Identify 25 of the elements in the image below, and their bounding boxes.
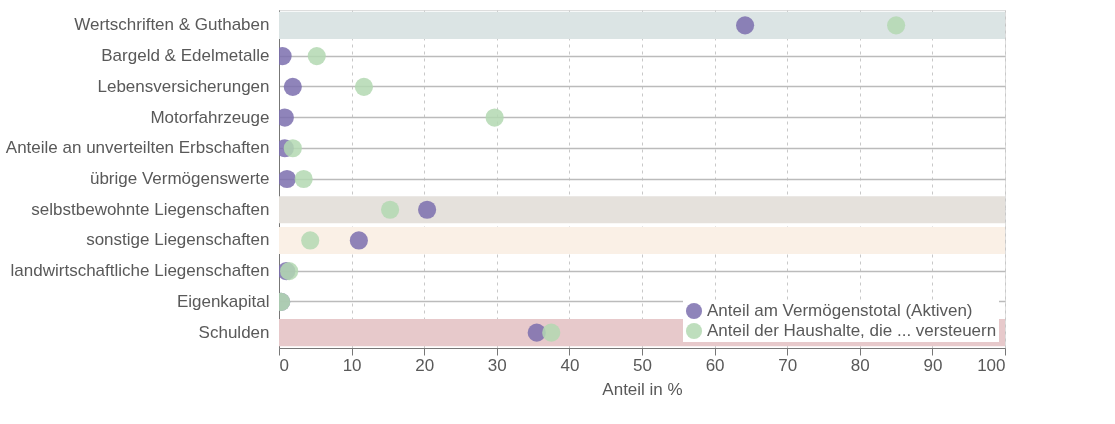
x-tick-label: 10 [342,355,362,375]
y-tick-label: übrige Vermögenswerte [89,169,270,188]
x-tick-label: 50 [633,355,652,375]
x-tick-label: 20 [415,355,435,375]
x-tick-label: 40 [560,355,580,375]
y-tick-label: landwirtschaftliche Liegenschaften [10,261,270,281]
x-tick-label: 80 [850,355,870,375]
x-tick-label: 60 [705,355,725,375]
x-tick-label: 100 [977,355,1006,375]
x-tick-label: 70 [778,355,798,375]
y-tick-label: sonstige Liegenschaften [86,230,270,250]
legend-label: Anteil am Vermögenstotal (Aktiven) [707,301,973,320]
y-tick-label: Lebensversicherungen [97,76,270,96]
y-tick-label: Eigenkapital [176,291,270,311]
x-tick-label: 30 [487,355,507,375]
y-tick-label: Wertschriften & Guthaben [74,15,270,35]
x-tick-label: 0 [279,355,289,375]
y-tick-label: Bargeld & Edelmetalle [101,46,270,66]
y-tick-label: selbstbewohnte Liegenschaften [31,199,270,219]
legend-label: Anteil der Haushalte, die ... versteuern [707,321,997,340]
y-tick-label: Anteile an unverteilten Erbschaften [5,138,270,158]
x-axis-title: Anteil in % [602,379,683,399]
y-tick-label: Schulden [198,322,270,342]
y-tick-label: Motorfahrzeuge [150,107,270,127]
x-tick-label: 90 [923,355,943,375]
